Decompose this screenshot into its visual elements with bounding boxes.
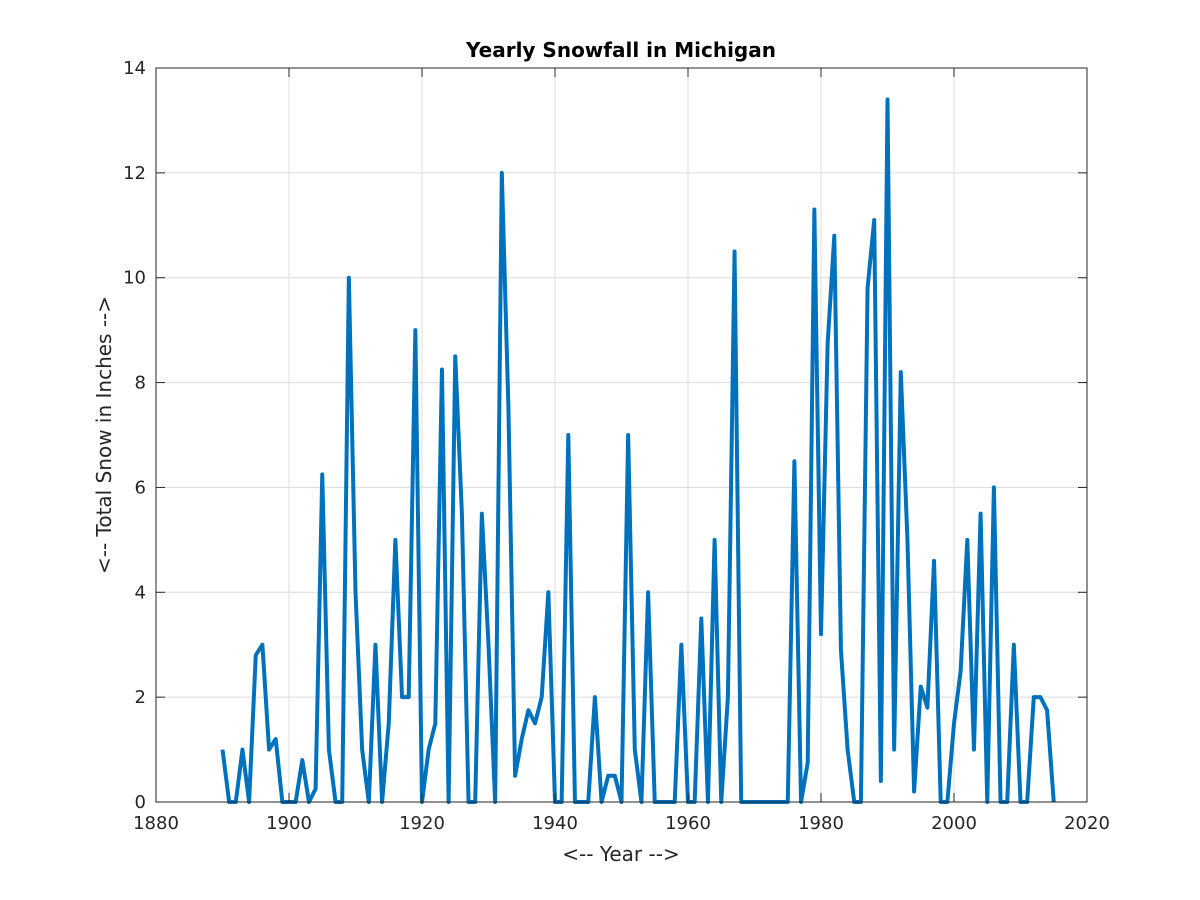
y-tick-label: 14 — [123, 58, 146, 79]
chart-title: Yearly Snowfall in Michigan — [465, 38, 776, 62]
y-tick-label: 4 — [135, 582, 146, 603]
y-tick-label: 6 — [135, 477, 146, 498]
x-tick-label: 2000 — [931, 813, 977, 834]
series-layer — [220, 97, 1056, 804]
y-tick-label: 12 — [123, 163, 146, 184]
snowfall-series-line — [220, 97, 1056, 804]
x-tick-label: 1880 — [133, 813, 179, 834]
x-tick-label: 1940 — [532, 813, 578, 834]
y-tick-labels: 0 2 4 6 8 10 12 14 — [123, 58, 146, 813]
x-tick-label: 1980 — [798, 813, 844, 834]
axes-box — [155, 67, 1088, 803]
tick-marks — [155, 67, 1088, 803]
x-tick-labels: 1880 1900 1920 1940 1960 1980 2000 2020 — [133, 813, 1110, 834]
x-axis-label: <-- Year --> — [562, 842, 679, 866]
y-tick-label: 0 — [135, 792, 146, 813]
x-tick-label: 1900 — [266, 813, 312, 834]
y-tick-label: 2 — [135, 687, 146, 708]
x-tick-label: 1920 — [399, 813, 445, 834]
y-tick-label: 8 — [135, 373, 146, 394]
x-tick-label: 1960 — [665, 813, 711, 834]
y-axis-label: <-- Total Snow in Inches --> — [92, 296, 116, 574]
x-tick-label: 2020 — [1064, 813, 1110, 834]
y-tick-label: 10 — [123, 268, 146, 289]
